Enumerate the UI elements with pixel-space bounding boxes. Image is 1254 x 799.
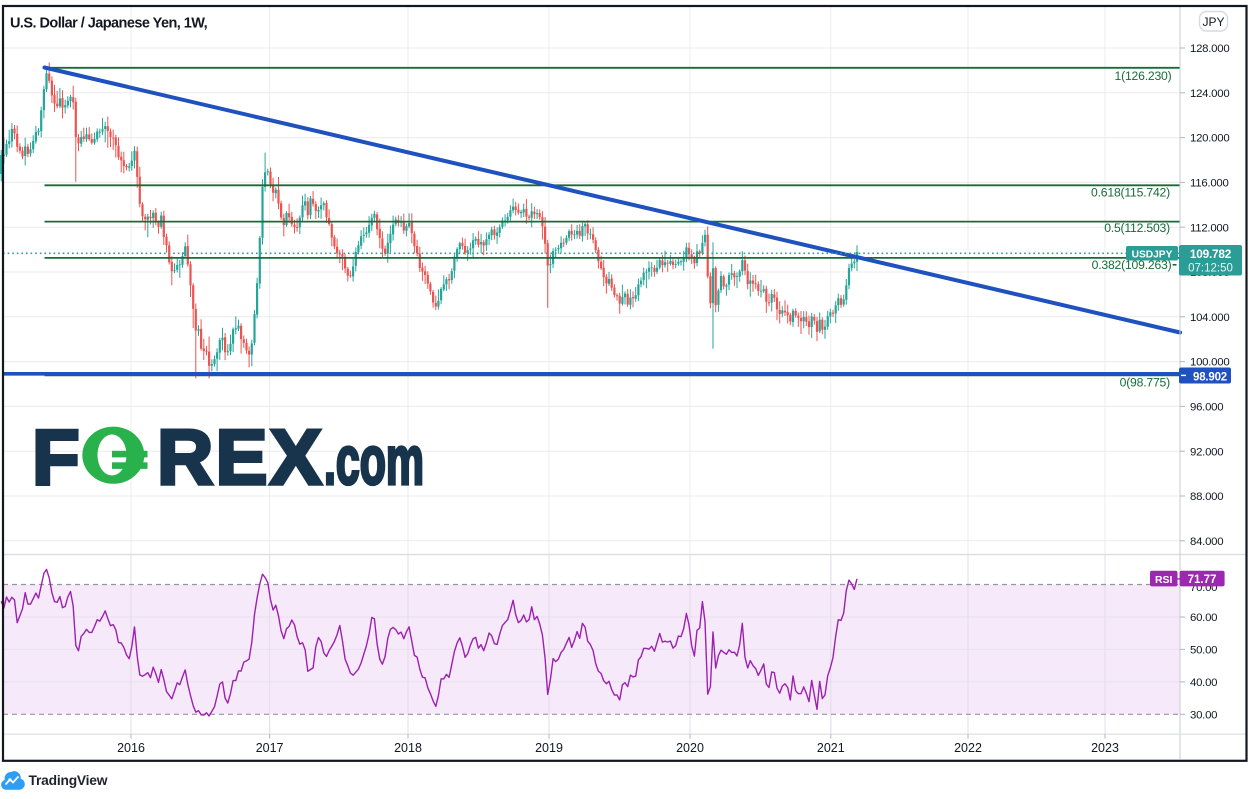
svg-text:40.00: 40.00 <box>1190 677 1217 689</box>
svg-text:2021: 2021 <box>817 741 845 755</box>
svg-text:U.S. Dollar / Japanese Yen, 1W: U.S. Dollar / Japanese Yen, 1W, <box>10 16 208 32</box>
svg-text:124.000: 124.000 <box>1190 88 1229 100</box>
svg-text:2016: 2016 <box>117 741 145 755</box>
svg-text:0(98.775): 0(98.775) <box>1120 376 1171 390</box>
svg-text:07:12:50: 07:12:50 <box>1188 263 1233 275</box>
svg-text:116.000: 116.000 <box>1190 178 1229 190</box>
svg-text:.com: .com <box>324 423 424 500</box>
svg-text:0.5(112.503): 0.5(112.503) <box>1104 221 1170 235</box>
svg-text:USDJPY: USDJPY <box>1132 250 1173 261</box>
svg-text:F: F <box>32 413 80 501</box>
svg-text:2017: 2017 <box>256 741 284 755</box>
svg-text:2020: 2020 <box>676 741 704 755</box>
svg-text:88.000: 88.000 <box>1190 491 1223 503</box>
svg-text:30.00: 30.00 <box>1190 709 1217 721</box>
svg-text:0.618(115.742): 0.618(115.742) <box>1091 185 1170 199</box>
svg-text:120.000: 120.000 <box>1190 133 1229 145</box>
svg-text:98.902: 98.902 <box>1193 371 1227 383</box>
svg-text:TradingView: TradingView <box>29 773 108 788</box>
svg-text:0.382(109.263): 0.382(109.263) <box>1092 258 1172 272</box>
svg-text:60.00: 60.00 <box>1190 612 1217 624</box>
svg-text:104.000: 104.000 <box>1190 312 1229 324</box>
svg-text:1(126.230): 1(126.230) <box>1115 69 1172 83</box>
svg-text:96.000: 96.000 <box>1190 402 1223 414</box>
svg-text:RSI: RSI <box>1155 574 1173 586</box>
svg-text:JPY: JPY <box>1202 15 1224 29</box>
svg-text:112.000: 112.000 <box>1190 222 1229 234</box>
svg-text:92.000: 92.000 <box>1190 446 1223 458</box>
svg-text:2019: 2019 <box>535 741 563 755</box>
svg-text:REX: REX <box>157 413 324 501</box>
svg-text:100.000: 100.000 <box>1190 357 1229 369</box>
svg-text:128.000: 128.000 <box>1190 43 1229 55</box>
svg-text:71.77: 71.77 <box>1188 574 1217 586</box>
svg-text:2023: 2023 <box>1091 741 1119 755</box>
svg-text:2018: 2018 <box>394 741 422 755</box>
svg-text:2022: 2022 <box>954 741 982 755</box>
svg-text:50.00: 50.00 <box>1190 645 1217 657</box>
svg-text:84.000: 84.000 <box>1190 536 1223 548</box>
svg-text:109.782: 109.782 <box>1190 247 1232 261</box>
